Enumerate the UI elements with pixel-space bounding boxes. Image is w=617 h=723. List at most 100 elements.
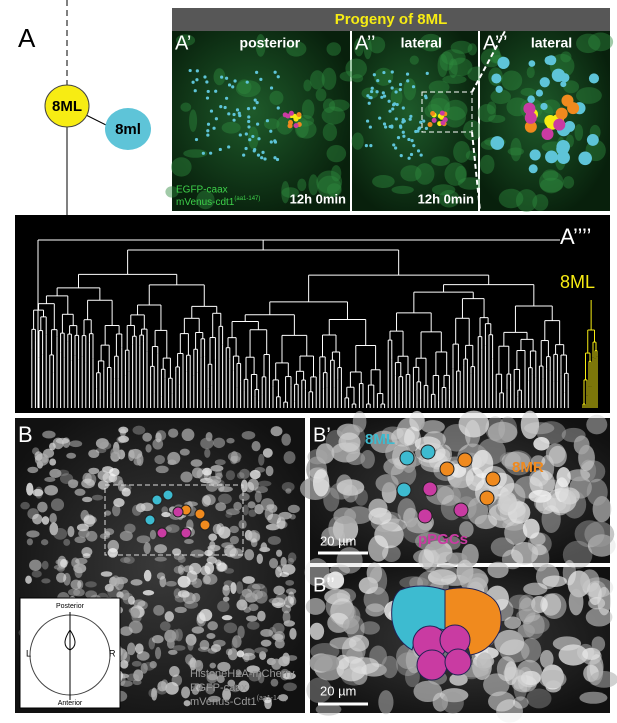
progeny-cell	[263, 157, 267, 161]
progeny-cell	[388, 79, 392, 83]
nucleus	[223, 622, 238, 634]
progeny-cell	[205, 80, 209, 84]
progeny-cell	[409, 114, 413, 118]
nucleus	[155, 646, 162, 660]
nucleus	[229, 525, 239, 534]
cell-blob	[374, 67, 394, 86]
cell-blob	[351, 74, 364, 83]
progeny-cell	[545, 150, 558, 164]
cell-blob	[390, 87, 403, 106]
nucleus	[244, 549, 255, 561]
progeny-cell	[273, 139, 277, 143]
nucleus	[504, 520, 528, 545]
nucleus	[315, 443, 335, 464]
progeny-cell	[265, 119, 270, 123]
nucleus	[165, 524, 180, 533]
nucleus	[127, 595, 135, 605]
orientation-label: L	[26, 648, 31, 658]
nucleus	[225, 508, 240, 516]
progeny-cell	[193, 89, 197, 93]
nucleus	[85, 590, 98, 599]
nucleus	[236, 599, 248, 611]
cell-blob	[450, 40, 473, 54]
nucleus	[558, 644, 589, 666]
nucleus	[242, 576, 255, 584]
progeny-cell	[370, 86, 374, 90]
marker-superscript: (aa1-147)	[234, 196, 260, 202]
progeny-cell	[523, 102, 536, 115]
progeny-cell	[238, 133, 242, 137]
cell-blob	[321, 67, 337, 90]
nucleus	[191, 467, 203, 479]
progeny-cell	[546, 55, 557, 66]
nucleus	[338, 432, 361, 453]
nucleus	[533, 436, 550, 451]
nucleus	[149, 661, 157, 669]
nucleus	[366, 562, 383, 584]
nucleus	[465, 467, 485, 491]
progeny-cell	[405, 72, 410, 76]
nucleus	[248, 509, 257, 517]
cell-blob	[438, 189, 460, 208]
nucleus	[174, 606, 187, 614]
progeny-cell	[269, 129, 273, 133]
nucleus	[348, 634, 370, 652]
nucleus	[413, 680, 443, 703]
cell-blob	[444, 162, 467, 186]
nucleus	[504, 616, 522, 629]
progeny-cell	[411, 85, 416, 89]
nucleus	[140, 662, 148, 674]
scale-label: 20 µm	[320, 533, 356, 548]
marker-superscript: (aa1-147)	[257, 695, 287, 702]
nucleus	[164, 611, 174, 622]
nucleus	[418, 548, 435, 570]
progeny-cell	[367, 101, 371, 105]
nucleus	[185, 654, 194, 665]
nucleus	[321, 526, 346, 547]
nucleus	[181, 428, 195, 442]
progeny-cell	[212, 126, 216, 130]
progeny-cell	[206, 129, 210, 133]
progeny-cell	[540, 102, 548, 111]
progeny-cell	[209, 151, 213, 155]
cell-blob	[409, 55, 419, 65]
nucleus	[161, 512, 171, 518]
nucleus	[34, 451, 43, 461]
nucleus	[217, 562, 228, 572]
marker-label: EGFP-caax	[190, 682, 247, 694]
nucleus	[207, 695, 221, 703]
nucleus	[494, 629, 525, 656]
nucleus	[161, 506, 169, 514]
progeny-cell	[394, 90, 398, 94]
cell-blob	[322, 98, 336, 113]
nucleus	[526, 688, 552, 709]
embryo-image	[352, 31, 478, 211]
nucleus	[119, 557, 131, 563]
progeny-cell	[388, 109, 392, 113]
cell-blob	[430, 92, 450, 116]
progeny-cell	[430, 111, 436, 117]
nucleus	[558, 487, 580, 505]
nucleus	[580, 569, 600, 593]
cell-blob	[520, 87, 536, 97]
cell-marker	[453, 502, 469, 518]
cell-blob	[415, 163, 435, 185]
orientation-label: Anterior	[58, 700, 83, 707]
nucleus	[159, 576, 167, 588]
cell-blob	[575, 87, 602, 104]
nucleus	[258, 453, 265, 466]
progeny-cell	[392, 143, 396, 147]
cell-blob	[574, 124, 584, 141]
nucleus	[257, 610, 266, 622]
progeny-cell	[276, 75, 280, 79]
cell-blob	[281, 187, 299, 198]
nucleus	[586, 478, 608, 506]
nucleus	[541, 505, 561, 534]
nucleus	[229, 535, 239, 545]
nucleus	[282, 672, 296, 680]
scale-label: 20 µm	[320, 683, 356, 698]
nucleus	[396, 417, 420, 446]
nucleus	[250, 538, 258, 548]
nucleus	[50, 498, 65, 512]
nucleus	[270, 678, 279, 687]
